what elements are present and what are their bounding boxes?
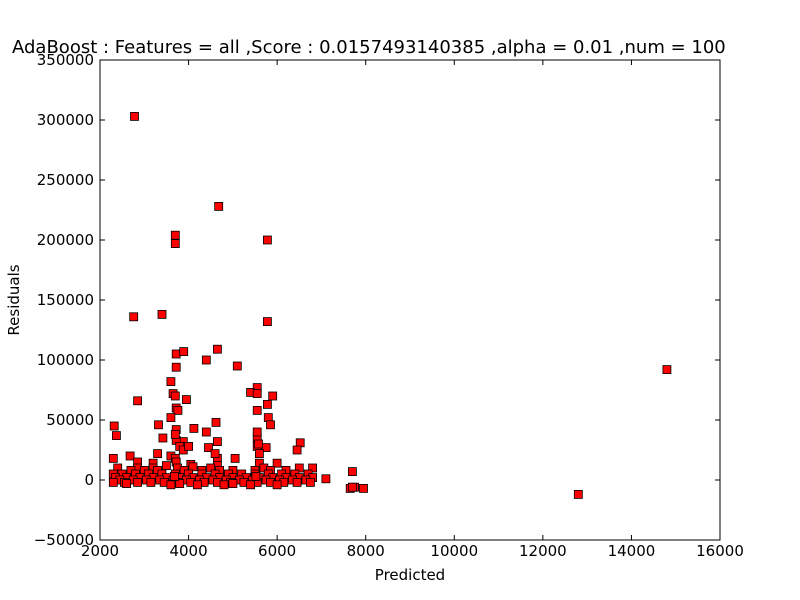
y-tick-label: 300000: [37, 111, 94, 129]
data-point: [175, 479, 185, 489]
data-point: [161, 461, 171, 471]
data-point: [308, 463, 318, 473]
x-tick-label: 12000: [519, 542, 567, 560]
data-point: [133, 396, 143, 406]
data-point: [272, 480, 282, 490]
data-point: [292, 477, 302, 487]
x-tick-label: 2000: [81, 542, 119, 560]
data-point: [262, 317, 272, 327]
y-tick-label: 250000: [37, 171, 94, 189]
data-point: [254, 449, 264, 459]
data-point: [230, 453, 240, 463]
data-point: [122, 479, 131, 489]
data-point: [130, 112, 139, 121]
data-point: [133, 477, 143, 487]
data-point: [201, 427, 211, 437]
data-point: [201, 355, 211, 365]
x-tick-label: 4000: [169, 542, 207, 560]
data-point: [295, 438, 305, 448]
data-point: [166, 413, 176, 423]
data-point: [211, 417, 221, 427]
data-point: [292, 445, 302, 455]
data-point: [171, 349, 181, 359]
data-point: [170, 239, 180, 249]
y-tick-label: 150000: [37, 291, 94, 309]
data-point: [228, 479, 238, 489]
data-point: [252, 389, 262, 399]
data-point: [154, 420, 163, 430]
data-point: [189, 423, 199, 433]
data-point: [192, 480, 202, 490]
data-point: [158, 433, 168, 443]
x-axis-ticks: 2000 4000 6000 8000 10000 12000 14000 16000: [81, 60, 744, 560]
data-point: [188, 462, 198, 472]
data-point: [305, 477, 315, 487]
data-point: [212, 344, 222, 354]
data-point: [206, 463, 216, 473]
data-point: [262, 235, 272, 245]
data-point: [662, 365, 672, 375]
data-point: [170, 391, 180, 401]
data-point: [109, 421, 119, 431]
data-point: [169, 471, 179, 481]
data-point: [232, 361, 242, 371]
x-tick-label: 8000: [347, 542, 385, 560]
y-tick-label: 200000: [37, 231, 94, 249]
data-point: [181, 395, 191, 405]
data-point: [347, 467, 357, 477]
data-points: [108, 112, 672, 499]
data-point: [251, 471, 261, 481]
y-tick-label: −50000: [34, 531, 94, 549]
y-axis-ticks: −50000 0 50000 100000 150000 200000 250000 3000…: [34, 51, 720, 549]
data-point: [157, 309, 167, 319]
data-point: [173, 405, 183, 415]
data-point: [204, 443, 213, 453]
chart-title: AdaBoost : Features = all ,Score : 0.015…: [12, 37, 726, 58]
data-point: [212, 437, 222, 447]
data-point: [254, 439, 263, 449]
data-point: [184, 441, 194, 451]
data-point: [272, 458, 282, 468]
x-tick-label: 6000: [258, 542, 296, 560]
data-point: [125, 451, 135, 461]
data-point: [210, 449, 220, 459]
y-tick-label: 50000: [46, 411, 94, 429]
x-tick-label: 16000: [696, 542, 744, 560]
data-point: [170, 230, 180, 240]
data-point: [166, 480, 176, 490]
y-tick-label: 100000: [37, 351, 94, 369]
data-point: [573, 489, 583, 499]
data-point: [214, 201, 224, 211]
data-point: [146, 477, 156, 487]
data-point: [171, 362, 181, 372]
y-tick-label: 0: [84, 471, 94, 489]
data-point: [252, 427, 262, 437]
x-axis-label: Predicted: [375, 566, 445, 584]
data-point: [321, 474, 331, 484]
data-point: [153, 449, 163, 459]
data-point: [266, 420, 275, 430]
data-point: [268, 391, 278, 401]
y-tick-label: 350000: [37, 51, 94, 69]
x-tick-label: 14000: [608, 542, 656, 560]
data-point: [170, 429, 180, 439]
plot-area: [100, 60, 720, 540]
data-point: [252, 405, 262, 415]
data-point: [262, 399, 272, 409]
x-tick-label: 10000: [430, 542, 478, 560]
data-point: [246, 480, 256, 490]
data-point: [166, 377, 176, 387]
data-point: [359, 483, 368, 493]
y-axis-label: Residuals: [5, 264, 23, 335]
data-point: [347, 482, 357, 492]
data-point: [179, 347, 189, 357]
data-point: [129, 312, 139, 322]
data-point: [108, 453, 118, 463]
data-point: [219, 480, 229, 490]
data-point: [108, 477, 118, 487]
data-point: [112, 431, 121, 441]
